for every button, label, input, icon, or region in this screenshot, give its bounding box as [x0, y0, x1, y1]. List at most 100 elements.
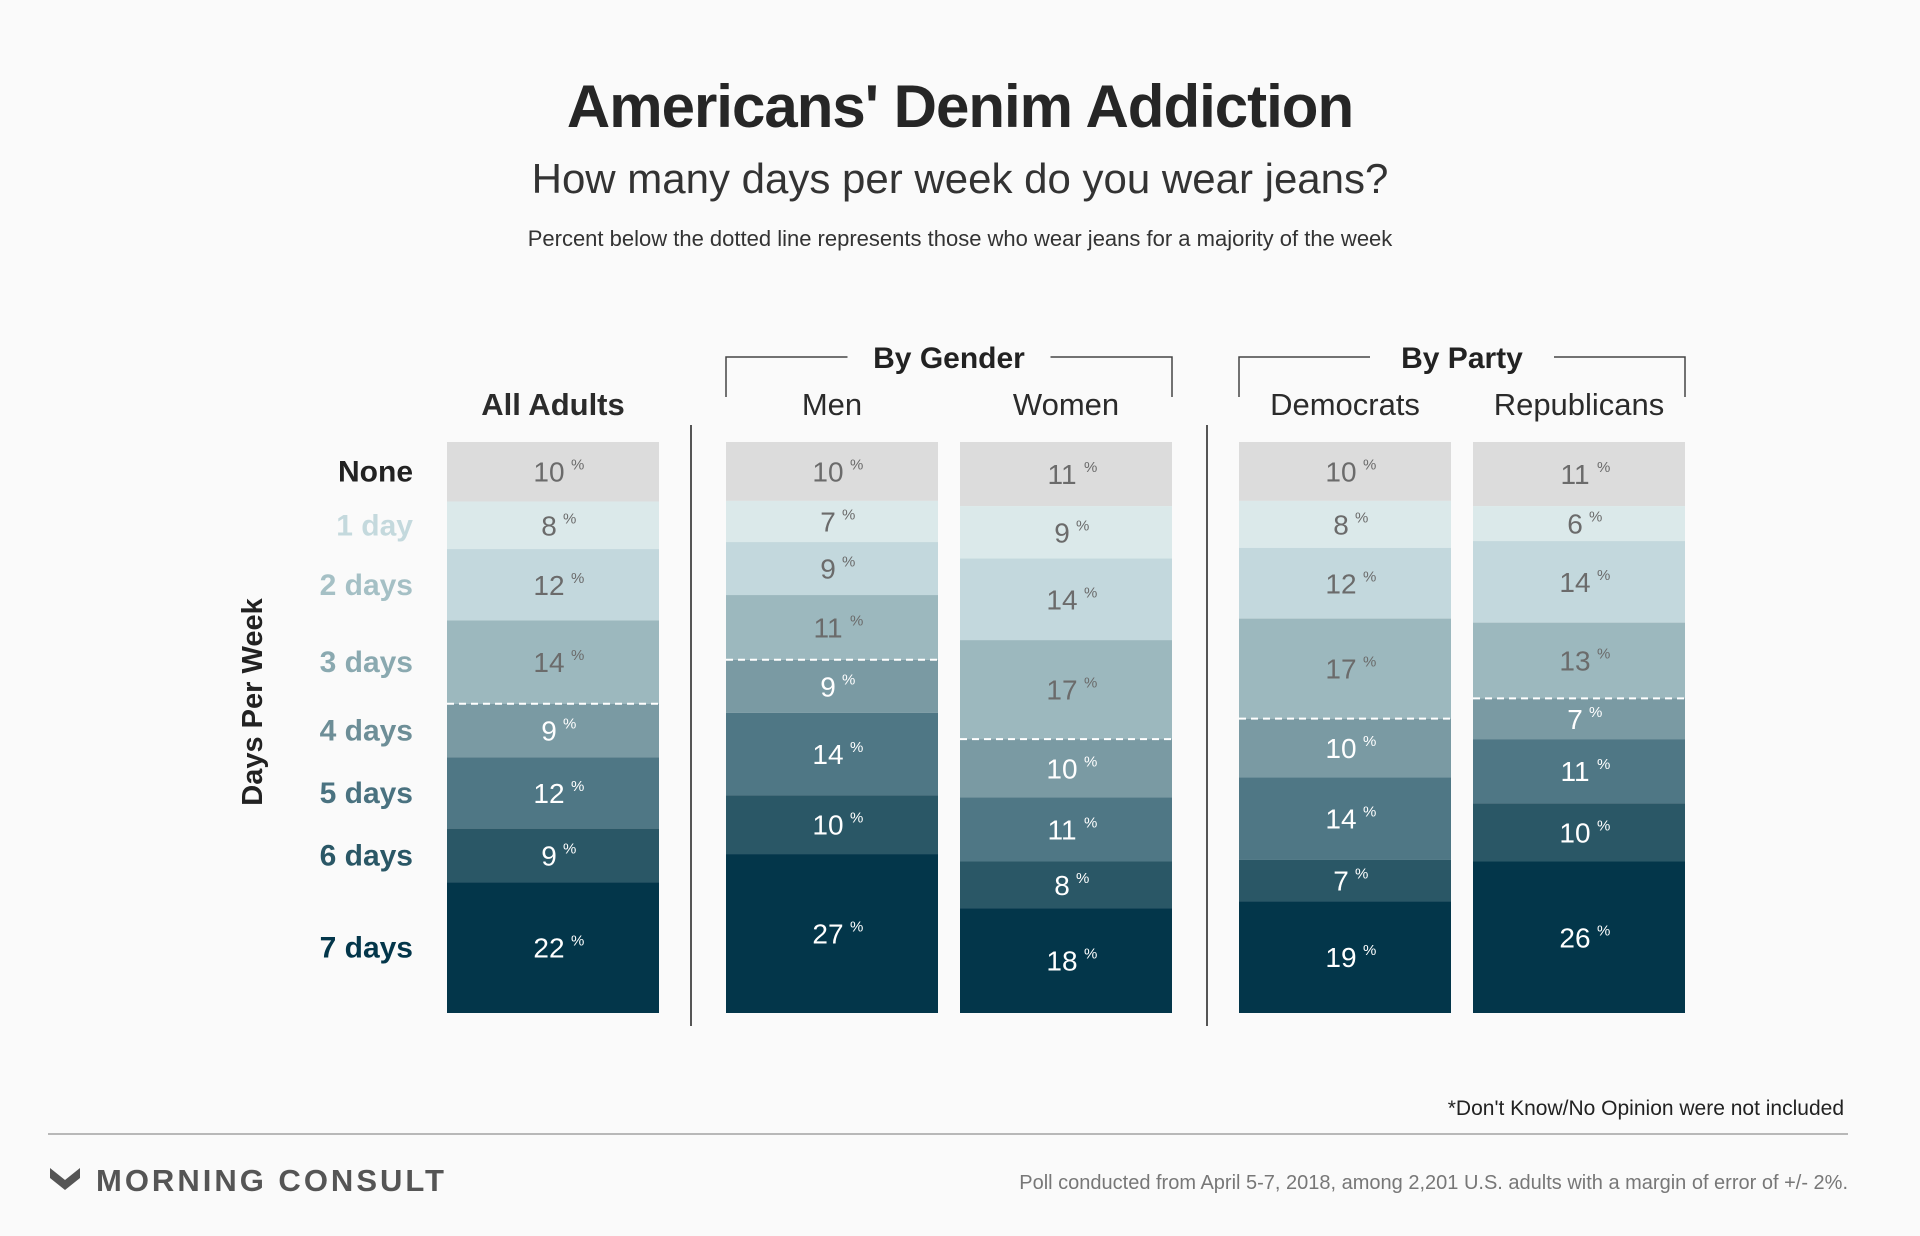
data-label-unit: %: [842, 506, 855, 523]
group-label: By Party: [1401, 342, 1523, 375]
data-label-unit: %: [1363, 733, 1376, 750]
bar-segment: [960, 861, 1172, 909]
row-label-6: 6 days: [320, 839, 413, 872]
data-label: 10: [1325, 456, 1356, 487]
data-label: 9: [820, 671, 836, 702]
data-label-unit: %: [1076, 870, 1089, 887]
bar-segment: [1239, 718, 1451, 778]
data-label: 13: [1559, 645, 1590, 676]
data-label: 18: [1046, 946, 1077, 977]
data-label: 14: [1559, 567, 1590, 598]
data-label-unit: %: [571, 570, 584, 587]
column-header: Women: [1013, 387, 1119, 422]
bar-segment: [726, 500, 938, 543]
bar-segment: [726, 854, 938, 1013]
data-label-unit: %: [1589, 704, 1602, 721]
bar-segment: [726, 595, 938, 660]
data-label: 9: [1054, 517, 1070, 548]
bar-segment: [447, 703, 659, 758]
brand-logo: MORNING CONSULT: [48, 1163, 447, 1199]
data-label-unit: %: [1597, 459, 1610, 476]
bar-segment: [960, 797, 1172, 862]
data-label: 17: [1046, 675, 1077, 706]
bar-segment: [960, 442, 1172, 507]
data-label: 17: [1325, 654, 1356, 685]
bar-segment: [960, 506, 1172, 559]
data-label-unit: %: [850, 810, 863, 827]
bar-segment: [447, 501, 659, 550]
bar-segment: [1239, 859, 1451, 902]
data-label-unit: %: [1084, 814, 1097, 831]
row-label-3: 3 days: [320, 646, 413, 679]
bar-segment: [1473, 698, 1685, 740]
bar-segment: [447, 549, 659, 621]
bar-segment: [1239, 442, 1451, 501]
data-label: 7: [820, 506, 836, 537]
data-label: 12: [1325, 568, 1356, 599]
group-bracket: [1238, 356, 1370, 397]
data-label-unit: %: [850, 612, 863, 629]
bar-segment: [960, 640, 1172, 740]
data-label: 9: [820, 554, 836, 585]
bar-segment: [1239, 901, 1451, 1013]
data-label: 9: [541, 840, 557, 871]
bar-segment: [960, 739, 1172, 798]
data-label: 14: [1325, 804, 1356, 835]
bar-segment: [726, 659, 938, 713]
data-label: 14: [1046, 584, 1077, 615]
data-label-unit: %: [1589, 509, 1602, 526]
group-bracket: [725, 356, 848, 397]
bar-segment: [726, 542, 938, 596]
data-label-unit: %: [1597, 817, 1610, 834]
data-label: 7: [1567, 704, 1583, 735]
data-label: 6: [1567, 509, 1583, 540]
data-label-unit: %: [1597, 756, 1610, 773]
data-label-unit: %: [571, 647, 584, 664]
bar-segment: [1473, 541, 1685, 623]
data-label: 10: [1046, 753, 1077, 784]
data-label-unit: %: [571, 933, 584, 950]
group-bracket: [1554, 356, 1686, 397]
data-label: 11: [1560, 459, 1589, 490]
data-label: 11: [1047, 814, 1076, 845]
data-label: 26: [1559, 922, 1590, 953]
data-label-unit: %: [1597, 645, 1610, 662]
bar-segment: [726, 795, 938, 855]
data-label-unit: %: [1363, 942, 1376, 959]
data-label-unit: %: [850, 456, 863, 473]
data-label: 22: [533, 933, 564, 964]
data-label: 10: [1559, 817, 1590, 848]
bar-segment: [726, 712, 938, 796]
bar-segment: [1239, 618, 1451, 719]
data-label: 27: [812, 919, 843, 950]
bar-segment: [447, 882, 659, 1013]
group-label: By Gender: [873, 342, 1025, 375]
data-label-unit: %: [563, 840, 576, 857]
row-label-5: 5 days: [320, 777, 413, 810]
chart-title: Americans' Denim Addiction: [566, 73, 1354, 140]
data-label-unit: %: [1084, 753, 1097, 770]
data-label-unit: %: [850, 919, 863, 936]
row-label-1: 1 day: [336, 509, 413, 542]
data-label: 8: [541, 510, 557, 541]
data-label-unit: %: [842, 554, 855, 571]
data-label-unit: %: [1084, 459, 1097, 476]
data-label-unit: %: [1084, 584, 1097, 601]
row-label-4: 4 days: [320, 714, 413, 747]
data-label: 9: [541, 715, 557, 746]
data-label: 10: [533, 457, 564, 488]
data-label: 8: [1054, 870, 1070, 901]
bar-segment: [1473, 622, 1685, 699]
bar-segment: [1473, 861, 1685, 1013]
data-label: 10: [1325, 733, 1356, 764]
data-label-unit: %: [1355, 866, 1368, 883]
stacked-bar-chart: None 1 day 2 days 3 days 4 days 5 days 6 days 7…: [237, 342, 1686, 1026]
data-label: 10: [812, 810, 843, 841]
data-label-unit: %: [1355, 509, 1368, 526]
bar-segment: [1473, 442, 1685, 507]
bar-segment: [1239, 547, 1451, 619]
bar-segment: [1473, 739, 1685, 804]
data-label: 7: [1333, 866, 1349, 897]
bar-segment: [447, 442, 659, 502]
data-label: 8: [1333, 509, 1349, 540]
